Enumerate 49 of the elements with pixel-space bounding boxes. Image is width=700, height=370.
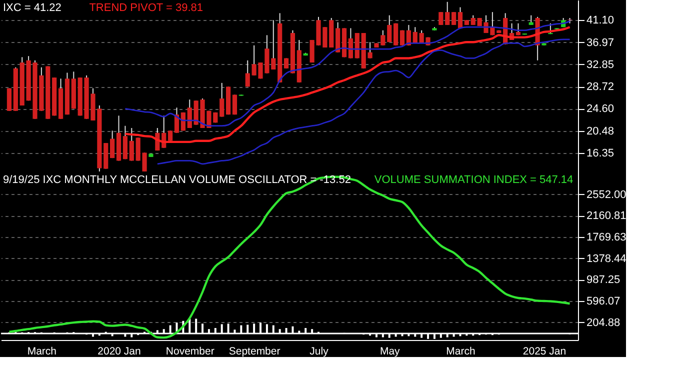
candlestick bbox=[187, 99, 192, 128]
x-tick-label: 2020 Jan bbox=[98, 346, 142, 358]
y-tick-label: 28.72 bbox=[586, 81, 614, 94]
candlestick bbox=[394, 22, 398, 46]
candlestick bbox=[220, 82, 224, 118]
candlestick bbox=[6, 88, 12, 112]
candlestick bbox=[438, 12, 444, 26]
candlestick bbox=[528, 14, 534, 26]
candlestick bbox=[412, 26, 418, 44]
y-tick-label: 16.35 bbox=[586, 147, 614, 160]
y-tick-label: 1769.63 bbox=[586, 231, 626, 244]
y-tick-label: 204.88 bbox=[586, 316, 620, 329]
candlestick bbox=[452, 12, 456, 26]
candlestick bbox=[168, 130, 173, 142]
y-tick-label: 24.60 bbox=[586, 103, 614, 116]
candlestick bbox=[245, 60, 250, 88]
candlestick bbox=[174, 107, 180, 134]
candlestick bbox=[122, 125, 128, 160]
candlestick bbox=[548, 22, 553, 35]
candlestick bbox=[129, 127, 134, 162]
y-tick-label: 1378.44 bbox=[586, 252, 626, 265]
x-tick-label: March bbox=[27, 346, 57, 358]
candlestick bbox=[400, 30, 405, 46]
x-tick-label: May bbox=[380, 346, 401, 358]
series-label: VOLUME SUMMATION INDEX = 547.14 bbox=[374, 174, 574, 186]
y-tick-label: 2552.00 bbox=[586, 188, 626, 201]
y-tick-label: 41.10 bbox=[586, 14, 614, 27]
x-tick-label: September bbox=[228, 346, 281, 358]
candlestick bbox=[110, 130, 115, 159]
x-tick-label: July bbox=[310, 346, 330, 358]
candlestick bbox=[271, 20, 276, 70]
y-tick-label: 596.07 bbox=[586, 295, 620, 308]
candlestick bbox=[284, 58, 289, 69]
y-tick-label: 987.25 bbox=[586, 274, 620, 286]
candlestick bbox=[458, 6, 463, 29]
line-series bbox=[156, 38, 570, 165]
x-tick-label: 2025 Jan bbox=[522, 346, 566, 358]
y-tick-label: 32.85 bbox=[586, 58, 614, 71]
chart-title: IXC = 41.22 bbox=[3, 2, 62, 14]
candlestick bbox=[445, 1, 450, 26]
candlestick bbox=[387, 14, 392, 43]
x-tick-label: November bbox=[166, 346, 215, 358]
candlestick bbox=[470, 14, 476, 26]
y-tick-label: 20.48 bbox=[586, 125, 614, 138]
x-tick-label: March bbox=[446, 346, 476, 358]
candlestick bbox=[232, 94, 238, 116]
text: TREND PIVOT = 39.81 bbox=[89, 2, 204, 14]
y-tick-label: 36.97 bbox=[586, 36, 614, 49]
y-tick-label: 2160.81 bbox=[586, 210, 626, 222]
